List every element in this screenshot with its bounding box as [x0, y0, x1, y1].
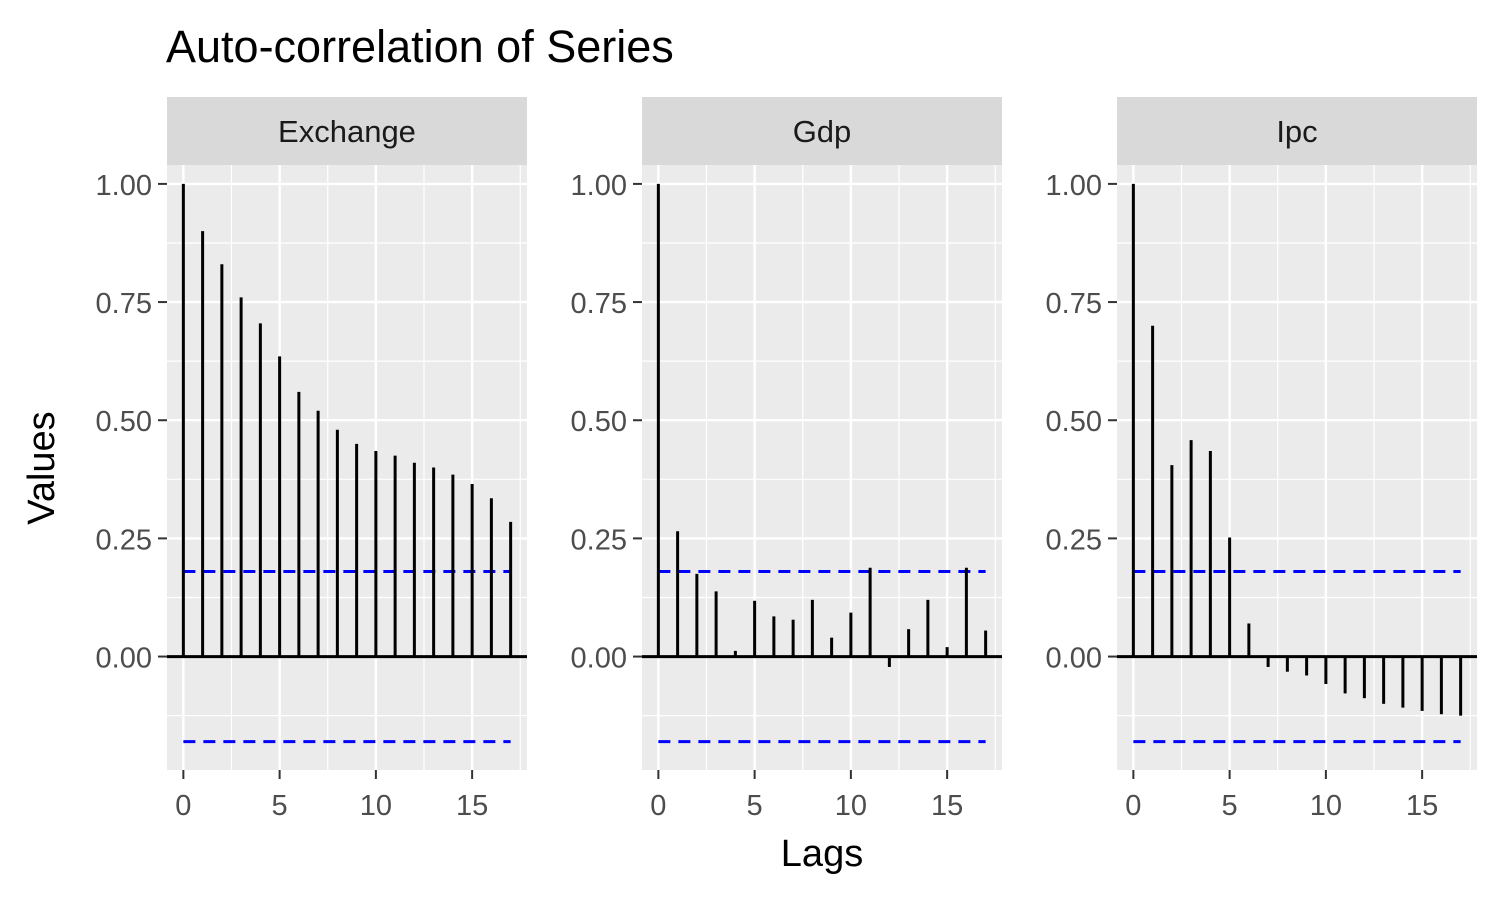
y-tick-label: 0.75	[96, 288, 152, 320]
x-tick-label: 15	[1406, 790, 1438, 822]
panel-background	[642, 165, 1002, 770]
y-tick-label: 0.50	[96, 406, 152, 438]
y-tick-label: 0.75	[571, 288, 627, 320]
x-tick-label: 10	[360, 790, 392, 822]
y-tick-label: 1.00	[96, 170, 152, 202]
y-tick-label: 0.00	[571, 643, 627, 675]
y-tick-label: 1.00	[1046, 170, 1102, 202]
y-tick-label: 0.25	[96, 524, 152, 556]
x-tick-label: 0	[1125, 790, 1141, 822]
chart-title: Auto-correlation of Series	[166, 21, 674, 72]
y-tick-label: 1.00	[571, 170, 627, 202]
x-tick-label: 10	[1310, 790, 1342, 822]
facet-strip-label: Ipc	[1276, 114, 1317, 149]
panel-background	[1117, 165, 1477, 770]
facet-panel: Gdp 0.00 0.25 0.50 0.75 1.00 0 5 10 15	[571, 97, 1002, 822]
facet-panels: Exchange 0.00 0.25 0.50 0.75 1.00 0 5 10 15 Gdp 0.0…	[96, 97, 1477, 822]
facet-strip	[167, 97, 527, 165]
x-tick-label: 15	[931, 790, 963, 822]
x-tick-label: 0	[175, 790, 191, 822]
y-tick-label: 0.25	[1046, 524, 1102, 556]
x-axis-label: Lags	[781, 833, 863, 875]
x-tick-label: 0	[650, 790, 666, 822]
y-axis-label: Values	[21, 411, 63, 524]
x-tick-label: 5	[272, 790, 288, 822]
facet-strip-label: Gdp	[793, 114, 852, 149]
y-tick-label: 0.50	[571, 406, 627, 438]
facet-strip-label: Exchange	[278, 114, 416, 149]
panel-background	[167, 165, 527, 770]
y-tick-label: 0.75	[1046, 288, 1102, 320]
x-tick-label: 5	[1222, 790, 1238, 822]
y-tick-label: 0.00	[1046, 643, 1102, 675]
x-tick-label: 5	[747, 790, 763, 822]
x-tick-label: 15	[456, 790, 488, 822]
facet-strip	[642, 97, 1002, 165]
facet-strip	[1117, 97, 1477, 165]
y-tick-label: 0.50	[1046, 406, 1102, 438]
y-tick-label: 0.25	[571, 524, 627, 556]
y-tick-label: 0.00	[96, 643, 152, 675]
facet-panel: Exchange 0.00 0.25 0.50 0.75 1.00 0 5 10 15	[96, 97, 527, 822]
facet-panel: Ipc 0.00 0.25 0.50 0.75 1.00 0 5 10 15	[1046, 97, 1477, 822]
x-tick-label: 10	[835, 790, 867, 822]
